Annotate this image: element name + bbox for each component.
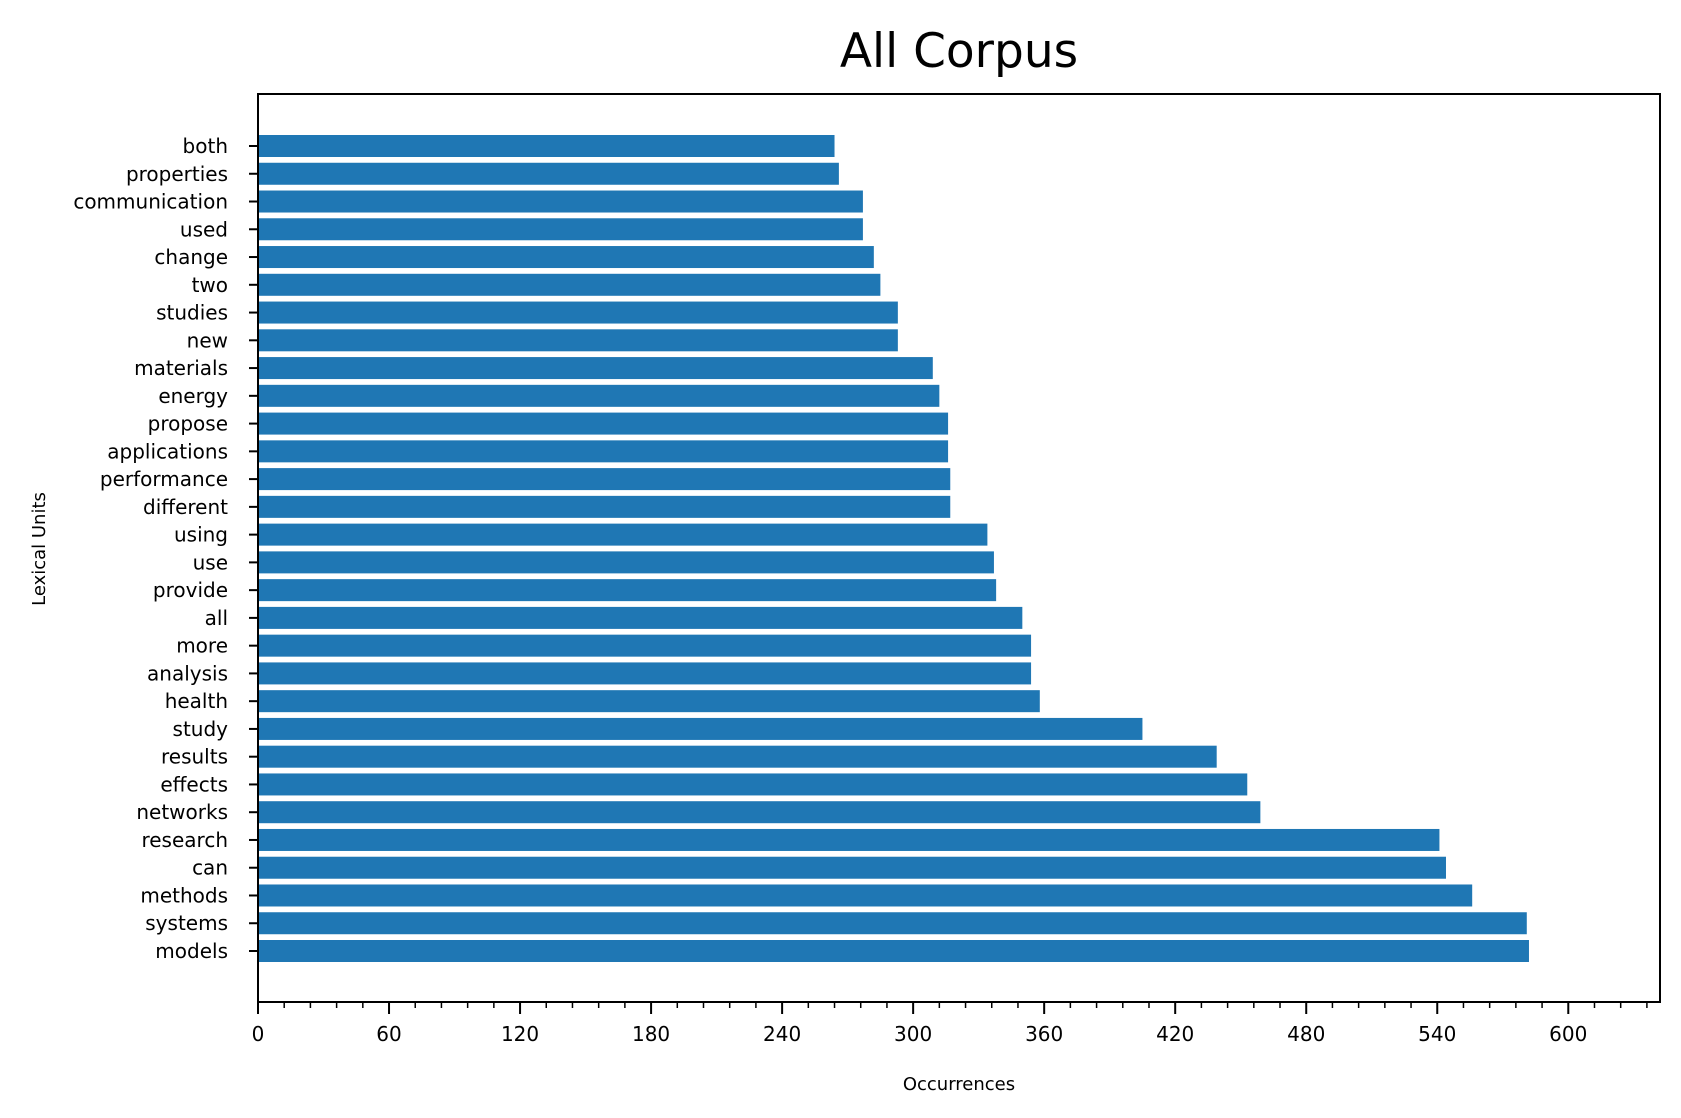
y-axis-label: Lexical Units [29,492,50,606]
y-tick-label: studies [156,301,228,325]
bar-research [258,828,1440,851]
x-tick-label: 360 [1025,1022,1063,1046]
y-tick-label: provide [153,578,228,602]
x-tick-label: 0 [252,1022,265,1046]
bar-both [258,135,835,157]
bar-use [258,551,994,574]
y-tick-label: propose [148,412,228,436]
x-axis-ticks: 0 60 120 180 240 300 360 420 480 540 600 [252,1002,1648,1046]
bar-performance [258,468,951,491]
bar-properties [258,162,839,185]
bar-communication [258,190,863,213]
bar-different [258,495,951,518]
plot-frame [257,93,1661,1003]
y-tick-label: two [192,273,228,297]
x-tick-label: 180 [632,1022,670,1046]
x-tick-label: 420 [1156,1022,1194,1046]
y-tick-label: energy [158,384,228,408]
y-tick-label: both [183,134,228,158]
y-tick-label: used [180,217,228,241]
y-tick-label: different [143,495,228,519]
bars-group [258,135,1529,962]
y-tick-label: new [187,328,228,352]
chart-title: All Corpus [840,24,1078,79]
x-tick-label: 480 [1287,1022,1325,1046]
x-tick-label: 600 [1549,1022,1587,1046]
bar-study [258,717,1143,740]
bar-using [258,523,988,546]
y-tick-label: study [173,717,229,741]
bar-two [258,273,881,296]
bar-systems [258,912,1527,935]
bar-studies [258,301,898,324]
y-tick-label: materials [134,356,228,380]
x-axis-label: Occurrences [903,1074,1015,1095]
bar-propose [258,412,949,435]
bar-provide [258,579,997,602]
y-tick-label: research [141,828,228,852]
y-tick-label: all [205,606,228,630]
bar-networks [258,801,1261,824]
y-tick-label: properties [126,162,228,186]
y-tick-label: effects [160,772,228,796]
y-tick-label: more [176,634,228,658]
bar-analysis [258,662,1032,685]
bar-methods [258,884,1473,907]
y-tick-label: results [161,745,228,769]
x-tick-label: 120 [501,1022,539,1046]
bar-change [258,246,874,269]
bar-health [258,690,1040,713]
y-tick-label: can [192,856,228,880]
bar-materials [258,357,933,380]
y-tick-label: analysis [147,661,228,685]
bar-all [258,606,1023,629]
bar-models [258,940,1529,962]
y-tick-label: use [193,550,228,574]
bar-applications [258,440,949,463]
bar-used [258,218,863,241]
x-tick-label: 540 [1418,1022,1456,1046]
y-tick-label: methods [140,883,228,907]
bar-new [258,329,898,352]
y-tick-label: models [155,939,228,963]
y-tick-label: networks [136,800,228,824]
bar-more [258,634,1032,657]
x-tick-label: 300 [894,1022,932,1046]
y-tick-label: applications [107,439,228,463]
bar-energy [258,384,940,407]
bar-can [258,856,1446,879]
y-tick-label: performance [100,467,228,491]
bar-results [258,745,1217,768]
x-tick-label: 60 [376,1022,401,1046]
bar-effects [258,773,1248,796]
x-tick-label: 240 [763,1022,801,1046]
y-tick-label: systems [145,911,228,935]
y-tick-label: using [174,523,228,547]
y-tick-label: communication [73,190,228,214]
y-tick-label: change [154,245,228,269]
y-axis-ticks: models systems methods can research networks e… [73,134,258,963]
y-tick-label: health [165,689,228,713]
